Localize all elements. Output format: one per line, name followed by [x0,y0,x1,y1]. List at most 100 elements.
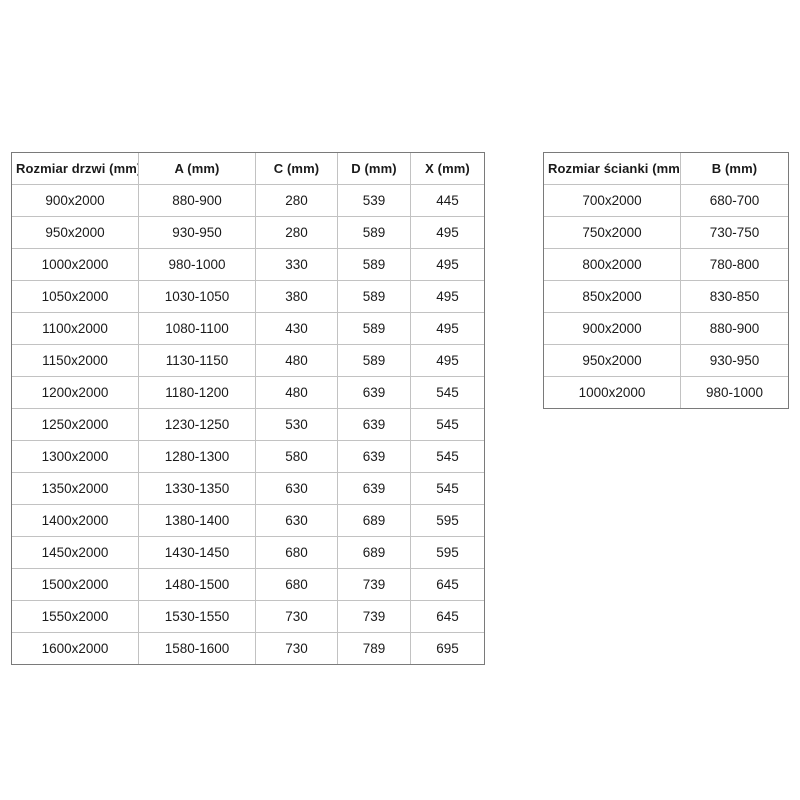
cell-c: 630 [255,504,338,537]
cell-wall-size: 850x2000 [543,280,681,313]
cell-door-size: 1300x2000 [11,440,139,473]
table-row: 1450x2000 1430-1450 680 689 595 [11,536,485,569]
cell-door-size: 1050x2000 [11,280,139,313]
cell-x: 545 [410,440,485,473]
cell-c: 530 [255,408,338,441]
cell-d: 589 [337,216,411,249]
wall-table-head: Rozmiar ścianki (mm) B (mm) [543,152,789,185]
cell-b: 780-800 [680,248,789,281]
cell-x: 495 [410,248,485,281]
cell-door-size: 1100x2000 [11,312,139,345]
cell-door-size: 1000x2000 [11,248,139,281]
table-row: 850x2000 830-850 [543,280,789,313]
cell-c: 480 [255,376,338,409]
cell-c: 730 [255,632,338,665]
cell-a: 1580-1600 [138,632,256,665]
cell-x: 545 [410,472,485,505]
door-table-head: Rozmiar drzwi (mm) A (mm) C (mm) D (mm) … [11,152,485,185]
cell-d: 639 [337,408,411,441]
table-row: 1500x2000 1480-1500 680 739 645 [11,568,485,601]
table-row: 950x2000 930-950 280 589 495 [11,216,485,249]
cell-d: 789 [337,632,411,665]
cell-c: 480 [255,344,338,377]
cell-x: 495 [410,312,485,345]
cell-x: 645 [410,600,485,633]
table-row: 1350x2000 1330-1350 630 639 545 [11,472,485,505]
table-row: 1100x2000 1080-1100 430 589 495 [11,312,485,345]
cell-a: 1430-1450 [138,536,256,569]
cell-b: 880-900 [680,312,789,345]
cell-a: 1180-1200 [138,376,256,409]
cell-door-size: 1350x2000 [11,472,139,505]
table-row: 900x2000 880-900 [543,312,789,345]
cell-x: 545 [410,376,485,409]
cell-door-size: 1500x2000 [11,568,139,601]
cell-c: 680 [255,568,338,601]
cell-c: 730 [255,600,338,633]
table-row: 1300x2000 1280-1300 580 639 545 [11,440,485,473]
cell-d: 639 [337,376,411,409]
cell-d: 739 [337,568,411,601]
col-header-x: X (mm) [410,152,485,185]
cell-a: 1280-1300 [138,440,256,473]
cell-c: 280 [255,216,338,249]
cell-d: 539 [337,184,411,217]
cell-door-size: 900x2000 [11,184,139,217]
cell-a: 980-1000 [138,248,256,281]
cell-d: 739 [337,600,411,633]
table-row: 700x2000 680-700 [543,184,789,217]
cell-x: 445 [410,184,485,217]
cell-b: 980-1000 [680,376,789,409]
cell-wall-size: 900x2000 [543,312,681,345]
table-row: 1400x2000 1380-1400 630 689 595 [11,504,485,537]
cell-b: 930-950 [680,344,789,377]
cell-a: 1080-1100 [138,312,256,345]
cell-d: 639 [337,472,411,505]
cell-door-size: 1600x2000 [11,632,139,665]
cell-d: 639 [337,440,411,473]
cell-door-size: 1550x2000 [11,600,139,633]
col-header-door-size: Rozmiar drzwi (mm) [11,152,139,185]
cell-door-size: 1150x2000 [11,344,139,377]
table-header-row: Rozmiar drzwi (mm) A (mm) C (mm) D (mm) … [11,152,485,185]
cell-x: 595 [410,504,485,537]
table-row: 1250x2000 1230-1250 530 639 545 [11,408,485,441]
cell-x: 695 [410,632,485,665]
cell-c: 580 [255,440,338,473]
cell-a: 1480-1500 [138,568,256,601]
cell-wall-size: 950x2000 [543,344,681,377]
cell-d: 689 [337,504,411,537]
col-header-d: D (mm) [337,152,411,185]
cell-a: 1030-1050 [138,280,256,313]
cell-door-size: 1200x2000 [11,376,139,409]
cell-door-size: 950x2000 [11,216,139,249]
cell-c: 680 [255,536,338,569]
cell-a: 1530-1550 [138,600,256,633]
cell-x: 495 [410,216,485,249]
cell-b: 680-700 [680,184,789,217]
table-row: 900x2000 880-900 280 539 445 [11,184,485,217]
col-header-b: B (mm) [680,152,789,185]
cell-x: 595 [410,536,485,569]
cell-d: 689 [337,536,411,569]
table-row: 1050x2000 1030-1050 380 589 495 [11,280,485,313]
cell-c: 630 [255,472,338,505]
table-row: 800x2000 780-800 [543,248,789,281]
cell-a: 1130-1150 [138,344,256,377]
cell-door-size: 1400x2000 [11,504,139,537]
cell-wall-size: 750x2000 [543,216,681,249]
cell-wall-size: 700x2000 [543,184,681,217]
cell-b: 730-750 [680,216,789,249]
cell-x: 545 [410,408,485,441]
cell-c: 280 [255,184,338,217]
table-row: 1550x2000 1530-1550 730 739 645 [11,600,485,633]
table-row: 950x2000 930-950 [543,344,789,377]
cell-d: 589 [337,312,411,345]
table-header-row: Rozmiar ścianki (mm) B (mm) [543,152,789,185]
cell-d: 589 [337,344,411,377]
table-row: 750x2000 730-750 [543,216,789,249]
cell-wall-size: 1000x2000 [543,376,681,409]
table-row: 1600x2000 1580-1600 730 789 695 [11,632,485,665]
door-table-body: 900x2000 880-900 280 539 445 950x2000 93… [11,184,485,665]
